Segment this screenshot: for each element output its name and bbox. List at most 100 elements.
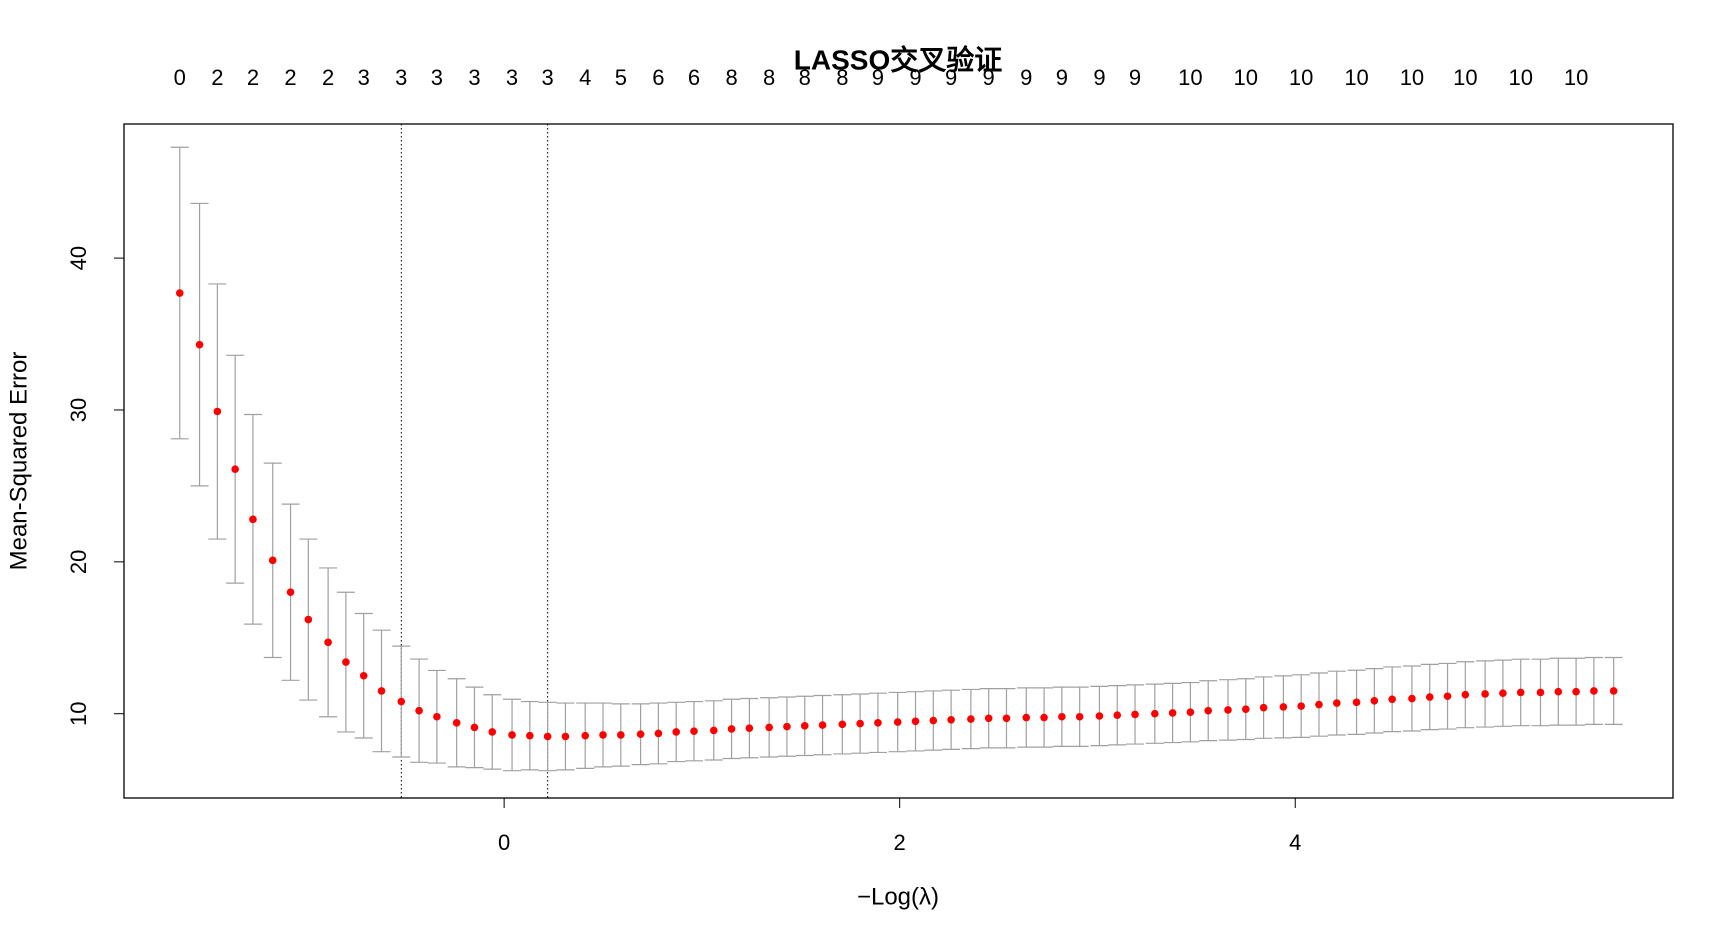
top-tick-label: 4	[579, 65, 591, 90]
point	[1536, 688, 1545, 697]
top-tick-label: 6	[688, 65, 700, 90]
y-tick-label: 10	[66, 701, 91, 725]
top-tick-label: 9	[1093, 65, 1105, 90]
point	[800, 722, 809, 730]
top-tick-label: 2	[247, 65, 259, 90]
point	[1186, 708, 1195, 716]
point	[377, 687, 386, 695]
point	[1461, 690, 1470, 699]
point	[838, 720, 847, 729]
top-tick-label: 8	[799, 65, 811, 90]
top-tick-label: 8	[763, 65, 775, 90]
top-tick-label: 9	[1020, 65, 1032, 90]
point	[1370, 697, 1379, 705]
point	[1095, 712, 1104, 720]
y-axis-label: Mean-Squared Error	[5, 352, 32, 571]
point	[488, 728, 497, 736]
point	[1425, 693, 1434, 701]
point	[893, 718, 902, 726]
point	[1168, 709, 1177, 717]
point	[1499, 689, 1507, 698]
point	[175, 289, 184, 297]
plot-frame	[123, 123, 1674, 799]
point	[452, 719, 461, 727]
top-tick-label: 10	[1508, 65, 1532, 90]
top-tick-label: 2	[322, 65, 334, 90]
point	[967, 715, 975, 723]
point	[1040, 713, 1048, 722]
top-tick-label: 9	[1129, 65, 1141, 90]
x-tick-label: 2	[894, 830, 906, 855]
top-tick-label: 9	[872, 65, 884, 90]
y-tick-label: 20	[66, 550, 91, 574]
top-tick-label: 10	[1178, 65, 1202, 90]
top-tick-label: 2	[284, 65, 296, 90]
x-axis-label: −Log(λ)	[857, 883, 939, 910]
point	[268, 556, 277, 565]
point	[947, 715, 955, 724]
point	[617, 731, 625, 739]
point	[765, 723, 773, 732]
top-tick-label: 9	[945, 65, 957, 90]
point	[929, 716, 938, 725]
point	[1590, 687, 1598, 695]
point	[745, 724, 754, 732]
chart-title: LASSO交叉验证	[794, 43, 1002, 75]
point	[470, 723, 479, 732]
top-tick-label: 10	[1400, 65, 1424, 90]
top-tick-label: 3	[542, 65, 554, 90]
point	[397, 697, 406, 706]
point	[1204, 706, 1213, 715]
point	[1113, 711, 1122, 720]
top-tick-label: 9	[909, 65, 921, 90]
point	[1481, 690, 1489, 698]
point	[984, 714, 993, 723]
point	[249, 515, 257, 524]
top-tick-label: 10	[1234, 65, 1258, 90]
point	[654, 729, 663, 738]
point	[342, 658, 350, 666]
point	[231, 465, 239, 474]
point	[1279, 703, 1288, 711]
point	[672, 728, 680, 736]
top-tick-label: 3	[431, 65, 443, 90]
top-tick-label: 10	[1453, 65, 1477, 90]
point	[1259, 703, 1268, 712]
point	[1058, 712, 1066, 721]
top-tick-label: 9	[983, 65, 995, 90]
point	[818, 721, 827, 729]
point	[561, 732, 570, 741]
top-tick-label: 3	[506, 65, 518, 90]
point	[874, 719, 882, 727]
point	[1131, 710, 1139, 719]
point	[1408, 694, 1416, 703]
point	[1002, 714, 1011, 723]
point	[195, 340, 204, 349]
top-tick-label: 6	[652, 65, 664, 90]
top-tick-label: 9	[1056, 65, 1068, 90]
point	[1224, 706, 1232, 714]
point	[709, 726, 718, 735]
top-tick-label: 2	[211, 65, 223, 90]
point	[1075, 712, 1084, 721]
y-tick-label: 40	[66, 246, 91, 270]
point	[1315, 700, 1323, 709]
top-tick-label: 8	[836, 65, 848, 90]
point	[856, 719, 864, 728]
point	[543, 732, 552, 741]
point	[1151, 709, 1159, 718]
point	[599, 731, 607, 739]
point	[286, 588, 295, 597]
point	[636, 730, 645, 739]
point	[911, 717, 920, 726]
top-tick-label: 5	[615, 65, 627, 90]
point	[1297, 702, 1305, 710]
point	[415, 706, 423, 715]
top-tick-label: 10	[1344, 65, 1368, 90]
point	[526, 731, 534, 740]
point	[1352, 698, 1361, 707]
point	[1516, 688, 1525, 697]
top-tick-label: 10	[1289, 65, 1313, 90]
